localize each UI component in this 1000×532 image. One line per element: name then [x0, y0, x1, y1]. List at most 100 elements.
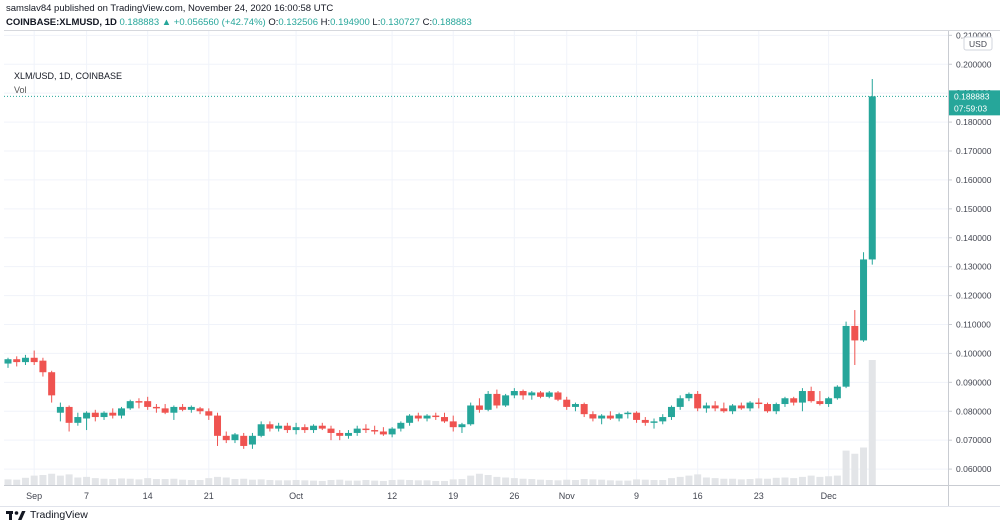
- volume-bar: [537, 479, 545, 485]
- volume-bar: [851, 453, 859, 485]
- time-tick-label: 9: [634, 491, 639, 501]
- candle-body: [781, 398, 789, 405]
- candle-body: [475, 405, 483, 410]
- tradingview-brand[interactable]: TradingView: [6, 509, 88, 521]
- volume-bar: [711, 478, 719, 485]
- volume-bar: [179, 479, 187, 485]
- tradingview-logo-icon: [6, 511, 26, 520]
- volume-bar: [126, 478, 134, 485]
- candle-body: [144, 401, 152, 407]
- volume-bar: [344, 480, 352, 485]
- candle-body: [842, 325, 850, 387]
- close-value: 0.188883: [432, 17, 472, 28]
- change-value: +0.056560 (+42.74%): [173, 17, 266, 28]
- legend-volume-label: Vol: [14, 85, 27, 95]
- volume-bar: [493, 476, 501, 485]
- time-tick-label: Dec: [821, 491, 838, 501]
- volume-bar: [161, 479, 169, 485]
- volume-bar: [21, 477, 29, 485]
- volume-bar: [292, 480, 300, 485]
- volume-bar: [240, 478, 248, 485]
- volume-bar: [275, 480, 283, 485]
- candle-body: [641, 419, 649, 423]
- footer-bar: [0, 506, 1000, 532]
- candle-body: [755, 402, 763, 405]
- volume-bar: [833, 475, 841, 485]
- candle-body: [798, 391, 806, 403]
- volume-bar: [746, 479, 754, 485]
- symbol-label: COINBASE:XLMUSD, 1D: [6, 17, 117, 28]
- volume-bar: [144, 478, 152, 485]
- candle-body: [519, 391, 527, 396]
- candle-body: [589, 414, 597, 419]
- candle-body: [554, 392, 562, 400]
- candle-body: [737, 405, 745, 409]
- time-tick-label: 16: [693, 491, 703, 501]
- candle-body: [606, 415, 614, 419]
- candle-body: [633, 412, 641, 420]
- time-tick-label: 21: [204, 491, 214, 501]
- volume-bar: [764, 478, 772, 485]
- candle-body: [318, 425, 326, 429]
- candle-body: [187, 406, 195, 410]
- candle-body: [746, 402, 754, 409]
- volume-bar: [484, 475, 492, 485]
- candle-body: [205, 411, 213, 416]
- candle-body: [292, 427, 300, 431]
- chart-pane[interactable]: 0.060000 0.070000 0.080000 0.090000 0.100000…: [4, 30, 1000, 507]
- candle-body: [720, 408, 728, 412]
- volume-bar: [371, 480, 379, 485]
- candle-body: [231, 434, 239, 441]
- price-tick-label: 0.120000: [956, 291, 992, 301]
- volume-bar: [641, 479, 649, 485]
- candle-body: [624, 412, 632, 415]
- time-tick-label: 23: [754, 491, 764, 501]
- countdown-label: 07:59:03: [954, 103, 987, 113]
- volume-bar: [83, 476, 91, 485]
- volume-bar: [685, 475, 693, 485]
- volume-bar: [659, 480, 667, 485]
- candle-body: [21, 357, 29, 363]
- volume-bar: [56, 475, 64, 485]
- volume-bar: [676, 476, 684, 485]
- candle-body: [353, 428, 361, 433]
- volume-bar: [554, 480, 562, 485]
- volume-bar: [423, 480, 431, 485]
- volume-bar: [379, 480, 387, 485]
- volume-bar: [205, 478, 213, 485]
- price-tick-label: 0.070000: [956, 435, 992, 445]
- volume-bar: [737, 479, 745, 485]
- candle-body: [537, 392, 545, 397]
- candle-body: [135, 401, 143, 403]
- time-tick-label: 7: [84, 491, 89, 501]
- volume-bar: [589, 479, 597, 485]
- high-label: H:: [320, 17, 331, 28]
- candle-body: [414, 415, 422, 419]
- candle-body: [48, 372, 56, 396]
- last-price-tag: [949, 90, 1000, 116]
- volume-bar: [467, 475, 475, 485]
- time-tick-label: 12: [387, 491, 397, 501]
- candle-body: [336, 432, 344, 436]
- volume-bar: [39, 475, 47, 485]
- up-triangle-icon: ▲: [161, 17, 172, 28]
- candle-body: [371, 430, 379, 432]
- low-label: L:: [372, 17, 381, 28]
- candle-body: [248, 435, 256, 445]
- volume-bar: [458, 479, 466, 485]
- candle-body: [502, 395, 510, 406]
- candle-body: [764, 404, 772, 412]
- candle-body: [109, 412, 117, 416]
- candle-body: [74, 417, 82, 423]
- high-value: 0.194900: [330, 17, 370, 28]
- volume-bar: [214, 476, 222, 485]
- candle-body: [510, 391, 518, 396]
- volume-bar: [4, 479, 12, 485]
- candle-body: [30, 357, 38, 363]
- last-price-tag-label: 0.188883: [954, 91, 990, 101]
- volume-bar: [807, 475, 815, 485]
- candlestick-chart[interactable]: 0.060000 0.070000 0.080000 0.090000 0.100000…: [4, 31, 1000, 507]
- volume-bar: [650, 480, 658, 485]
- candle-body: [458, 424, 466, 428]
- volume-bar: [100, 478, 108, 485]
